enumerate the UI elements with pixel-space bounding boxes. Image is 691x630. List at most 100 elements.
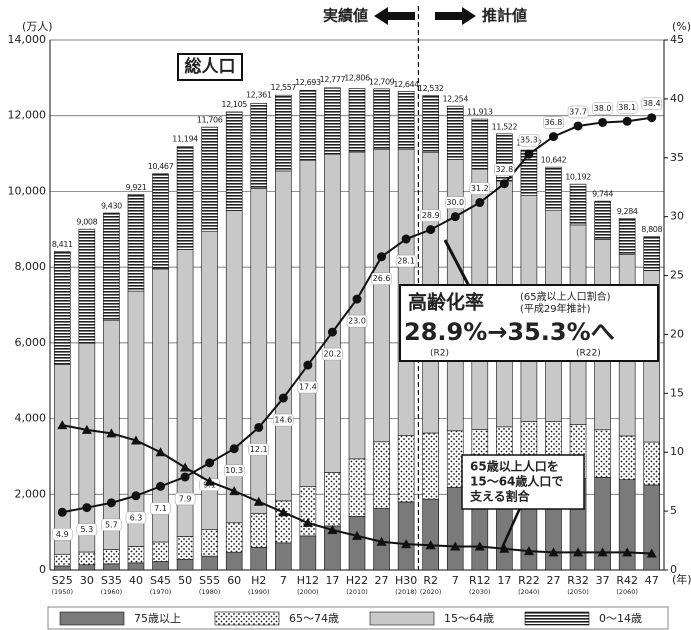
- bar-segment: [397, 435, 415, 503]
- x-tick-label: 37: [596, 574, 610, 587]
- point: [376, 536, 387, 546]
- bar-segment: [201, 555, 218, 571]
- point: [106, 498, 116, 508]
- total-label: 11,706: [197, 115, 223, 124]
- total-label: 9,284: [617, 207, 638, 216]
- legend-label: 75歳以上: [134, 612, 181, 625]
- bar-segment: [250, 513, 268, 548]
- value-label: 26.6: [373, 274, 391, 283]
- y2-tick-label: 40: [670, 92, 684, 105]
- total-label: 10,467: [148, 162, 174, 171]
- y-tick-label: 0: [39, 563, 46, 576]
- x-tick-label: S55: [199, 574, 220, 587]
- y2-tick-label: 35: [670, 151, 684, 164]
- y2-tick-label: 45: [670, 33, 684, 46]
- point: [401, 234, 411, 244]
- value-label: 28.1: [397, 257, 415, 266]
- bar-segment: [324, 472, 341, 527]
- bar-segment: [275, 500, 292, 544]
- y2-tick-label: 5: [670, 504, 677, 517]
- y-tick-label: 10,000: [8, 184, 47, 197]
- total-label: 12,254: [442, 95, 468, 104]
- total-label: 12,777: [320, 75, 346, 84]
- point: [57, 507, 67, 517]
- bar-segment: [53, 565, 71, 571]
- point: [523, 546, 534, 556]
- bar-segment: [594, 200, 611, 240]
- value-label: 17.4: [299, 383, 317, 392]
- value-label: 5.7: [105, 520, 118, 529]
- value-label: 37.7: [569, 107, 587, 116]
- point: [180, 462, 191, 472]
- total-label: 8,808: [641, 225, 662, 234]
- x-tick-label: R12: [469, 574, 491, 587]
- bar-segment: [152, 541, 169, 562]
- point: [426, 225, 436, 235]
- value-label-box: [444, 196, 466, 209]
- value-label: 6.3: [130, 513, 143, 522]
- point: [573, 121, 583, 131]
- x-tick-label: 27: [546, 574, 560, 587]
- bar-segment: [250, 188, 268, 514]
- y2-tick-label: 30: [670, 210, 684, 223]
- bar-segment: [201, 126, 218, 232]
- point: [352, 530, 362, 540]
- point: [450, 541, 461, 551]
- point: [622, 116, 632, 126]
- value-label: 20.2: [324, 350, 342, 359]
- bar-segment: [446, 487, 464, 571]
- value-label-box: [150, 502, 171, 515]
- aging-from: (R2): [430, 349, 449, 359]
- bar-segment: [176, 536, 194, 560]
- x-tick-label: 40: [129, 574, 143, 587]
- point: [499, 179, 509, 189]
- value-label-box: [346, 314, 368, 328]
- bar-segment: [78, 551, 96, 566]
- x-tick-label: H30: [395, 574, 417, 587]
- legend-swatch: [59, 611, 125, 626]
- y-tick-label: 2,000: [15, 487, 47, 500]
- y2-tick-label: 0: [670, 563, 677, 576]
- total-label: 12,709: [369, 77, 395, 86]
- legend-label: 0～14歳: [599, 612, 642, 625]
- y-tick-label: 4,000: [15, 412, 47, 425]
- bar-segment: [53, 553, 71, 567]
- point: [499, 543, 510, 553]
- point: [81, 424, 92, 434]
- bar-segment: [324, 87, 341, 155]
- x-tick-label: 50: [178, 574, 192, 587]
- value-label-box: [395, 254, 417, 268]
- value-label-box: [494, 163, 515, 176]
- bar-segment: [299, 535, 317, 571]
- value-label-box: [125, 511, 147, 525]
- total-label: 12,557: [271, 83, 297, 92]
- total-label: 12,693: [295, 78, 321, 87]
- bar-segment: [103, 212, 120, 321]
- callout-line: [500, 507, 522, 549]
- value-label: 14.6: [274, 416, 292, 425]
- bar-segment: [618, 218, 636, 255]
- legend-swatch: [524, 611, 590, 626]
- value-label-box: [616, 101, 638, 114]
- point: [155, 447, 166, 457]
- bar-segment: [618, 435, 636, 480]
- bar-segment: [250, 102, 268, 189]
- bar-segment: [53, 364, 71, 555]
- x-tick-label: H12: [297, 574, 319, 587]
- bar-segment: [250, 547, 268, 571]
- aging-box: [399, 284, 659, 362]
- y-tick-label: 14,000: [8, 33, 47, 46]
- value-label-box: [248, 443, 270, 456]
- point: [647, 113, 657, 123]
- bar-segment: [127, 562, 145, 571]
- bar-segment: [373, 88, 390, 150]
- bar-segment: [225, 522, 243, 553]
- value-label: 12.1: [250, 445, 268, 454]
- total-label: 12,361: [246, 91, 272, 100]
- point: [327, 327, 337, 337]
- legend-swatch: [214, 611, 280, 626]
- x-tick-year: (2018): [395, 588, 417, 596]
- bar-segment: [446, 105, 464, 160]
- value-label-box: [101, 518, 122, 532]
- point: [377, 252, 387, 262]
